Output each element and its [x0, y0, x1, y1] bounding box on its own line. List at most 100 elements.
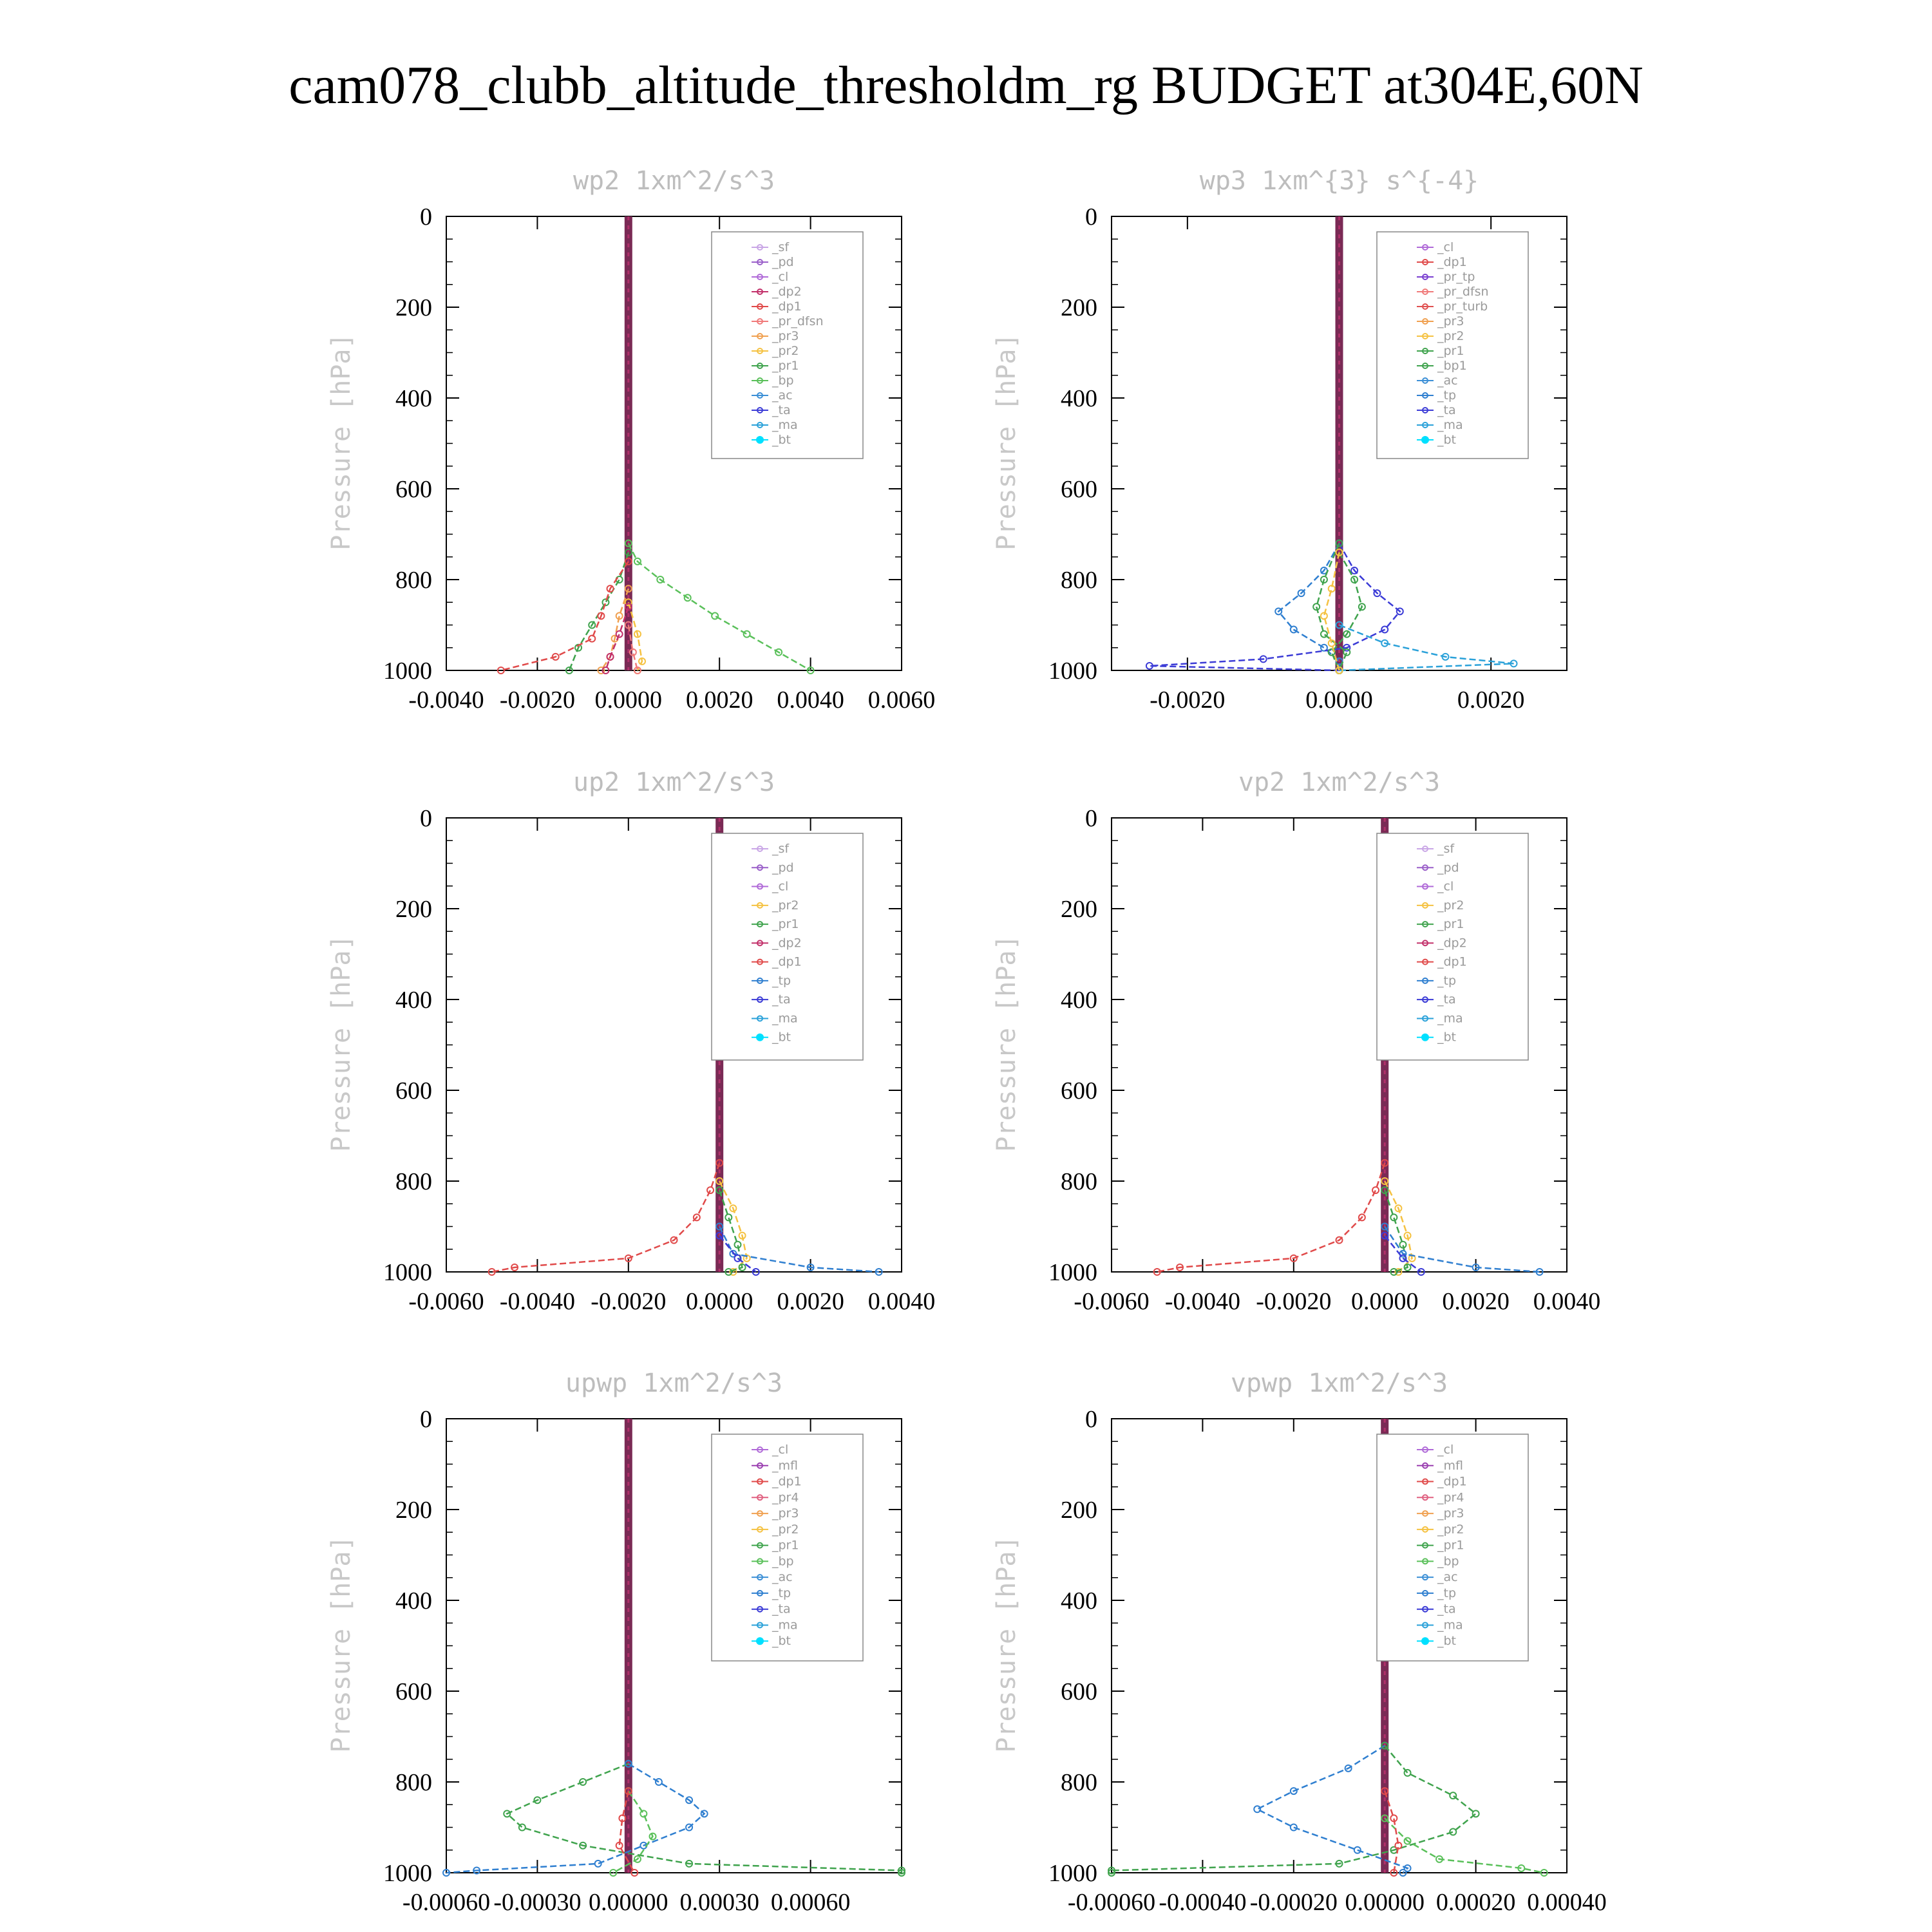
- data-point-bp1: [1327, 648, 1336, 656]
- data-point-pr1: [1343, 648, 1351, 656]
- legend-label: _pr1: [772, 359, 799, 373]
- panel-5: upwp 1xm^2/s^3 Pressure [hPa] 0 200 400 600 80…: [327, 1368, 905, 1916]
- data-point-pr1: [1390, 1213, 1398, 1222]
- legend-label: _bp: [772, 374, 794, 388]
- data-point-dp1: [551, 652, 560, 661]
- legend-marker: [757, 318, 763, 325]
- legend-marker: [1422, 958, 1428, 965]
- legend-marker: [757, 1589, 763, 1596]
- data-point-pr1: [738, 1263, 746, 1271]
- y-tick-label: 400: [1061, 1587, 1097, 1615]
- series-line-pr1: [568, 552, 629, 671]
- x-tick-label: -0.00060: [1068, 1889, 1155, 1916]
- legend-marker: [1422, 274, 1428, 280]
- panel-title: wp2 1xm^2/s^3: [573, 166, 775, 196]
- x-tick-label: 0.0020: [1442, 1288, 1510, 1315]
- legend-label: _bp: [1437, 1554, 1459, 1568]
- legend-marker: [757, 1462, 763, 1469]
- legend-marker: [1422, 940, 1428, 947]
- panel-4: vp2 1xm^2/s^3 Pressure [hPa] 0 200 400 600 800…: [992, 768, 1600, 1315]
- data-point-dp1: [692, 1213, 701, 1222]
- x-tick-label: -0.0060: [1074, 1288, 1149, 1315]
- data-point-tp: [806, 1263, 815, 1271]
- series-line-ta: [1384, 1235, 1422, 1273]
- y-tick-label: 400: [395, 987, 432, 1014]
- data-point-pr1: [1108, 1869, 1115, 1877]
- data-point-dp1: [1381, 1159, 1389, 1167]
- legend-marker: [757, 363, 763, 369]
- data-point-pr1: [624, 548, 632, 556]
- legend-marker: [1422, 996, 1428, 1003]
- data-point-pr1: [1108, 1866, 1115, 1875]
- legend-marker: [757, 1526, 763, 1533]
- x-tick-label: 0.00030: [679, 1889, 759, 1916]
- legend-label: _pr3: [772, 329, 799, 343]
- data-point-pr2: [624, 598, 632, 607]
- data-point-dp1: [1381, 1787, 1389, 1795]
- data-point-dp1: [624, 1787, 632, 1795]
- legend-label: _ta: [772, 1602, 791, 1616]
- y-tick-label: 200: [395, 1497, 432, 1524]
- x-tick-label: 0.0040: [777, 687, 844, 714]
- data-point-ta: [1381, 625, 1389, 634]
- legend-marker: [757, 259, 763, 265]
- data-point-pr-dfsn: [624, 621, 632, 629]
- data-point-dp1: [488, 1268, 496, 1276]
- data-point-pr2: [1335, 548, 1343, 556]
- data-point-pr1: [565, 667, 573, 674]
- legend-marker: [757, 940, 763, 947]
- legend-label: _bt: [1437, 1030, 1456, 1045]
- y-axis-label: Pressure [hPa]: [992, 934, 1021, 1151]
- series-line-dp1: [491, 1162, 721, 1273]
- data-point-pr1: [1312, 603, 1321, 611]
- legend-marker: [1421, 1033, 1429, 1041]
- data-point-tp: [1274, 607, 1283, 616]
- data-point-dp1: [1289, 1254, 1298, 1262]
- legend-marker: [1422, 1622, 1428, 1629]
- data-point-pr1: [601, 598, 610, 607]
- legend-marker: [1422, 1526, 1428, 1533]
- legend-label: _bt: [772, 1030, 791, 1045]
- legend-label: _ac: [772, 388, 793, 402]
- data-point-dp1: [670, 1236, 678, 1244]
- data-point-pr1: [518, 1823, 526, 1832]
- data-point-dp1: [706, 1186, 715, 1195]
- data-point-dp1: [588, 634, 596, 643]
- series-line-ta: [719, 1235, 757, 1273]
- series-line-tp: [1384, 1226, 1540, 1273]
- data-point-dp1: [606, 585, 614, 593]
- legend-marker: [757, 1622, 763, 1629]
- data-point-pr1: [685, 1859, 694, 1868]
- legend-marker: [757, 977, 763, 984]
- data-point-pr1: [503, 1810, 511, 1818]
- legend-label: _bp1: [1437, 359, 1467, 373]
- data-point-pr2: [729, 1268, 737, 1276]
- legend-label: _dp1: [1437, 955, 1467, 969]
- data-point-tp: [1381, 1222, 1389, 1231]
- y-axis-label: Pressure [hPa]: [327, 1535, 356, 1752]
- series-line-dp1: [500, 561, 629, 672]
- y-tick-label: 200: [395, 294, 432, 321]
- x-tick-label: 0.00000: [1345, 1889, 1425, 1916]
- legend-label: _pr4: [1437, 1490, 1464, 1504]
- legend-marker: [1422, 348, 1428, 354]
- legend-label: _bt: [772, 1634, 791, 1648]
- legend-marker: [1422, 846, 1428, 852]
- x-tick-label: -0.00060: [402, 1889, 490, 1916]
- y-tick-label: 400: [1061, 385, 1097, 412]
- data-point-pr2: [715, 1177, 724, 1185]
- x-tick-label: 0.0040: [1533, 1288, 1601, 1315]
- legend-marker: [757, 407, 763, 413]
- data-point-bp: [649, 1832, 657, 1841]
- data-point-pr1: [734, 1240, 742, 1249]
- series-line-bp: [1384, 1817, 1544, 1874]
- legend-marker: [757, 289, 763, 295]
- data-point-pr2: [1394, 1204, 1403, 1213]
- data-point-pr1: [1449, 1792, 1457, 1800]
- data-point-ta: [1381, 1231, 1389, 1240]
- data-point-tp: [442, 1869, 450, 1877]
- data-point-pr2: [633, 630, 641, 638]
- legend-marker: [1422, 244, 1428, 251]
- data-point-tp: [1535, 1268, 1544, 1276]
- data-point-dp1: [1358, 1213, 1366, 1222]
